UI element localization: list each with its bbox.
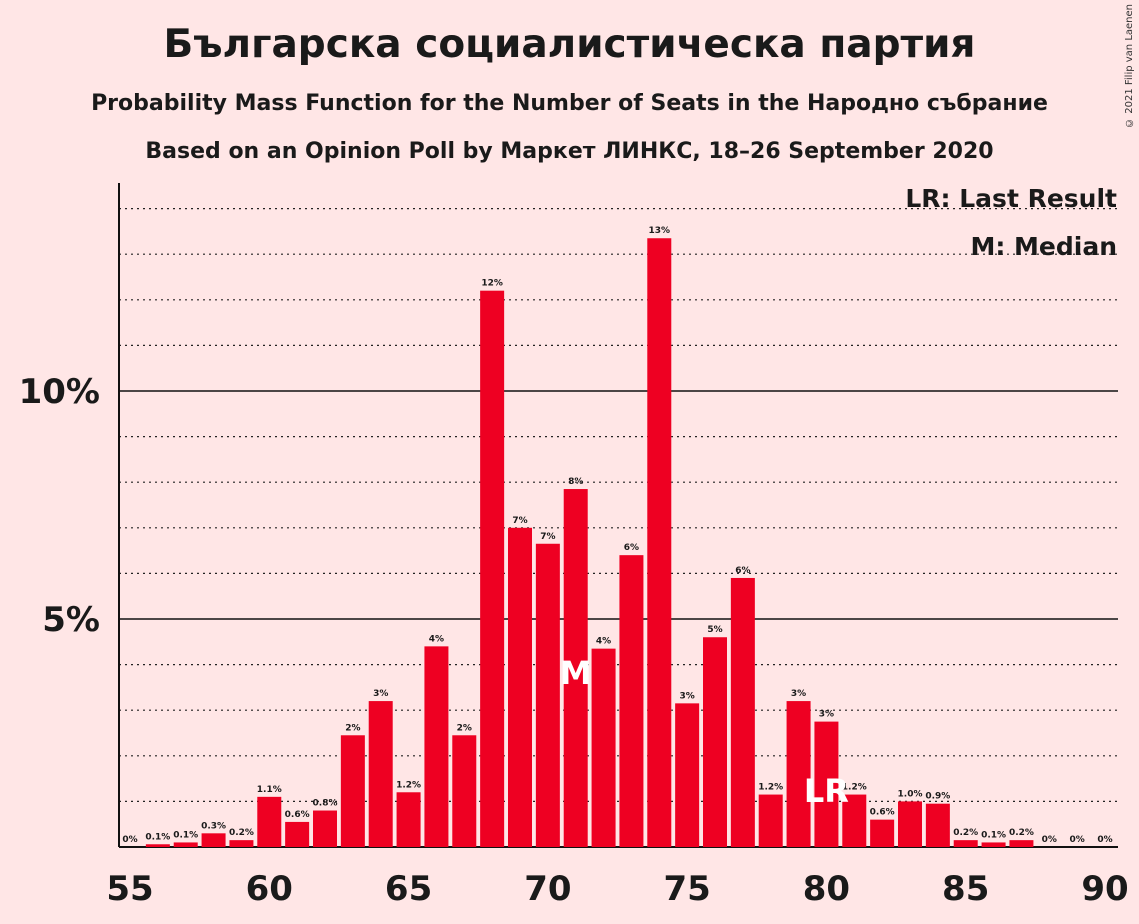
bar (619, 555, 644, 847)
bar-value-label: 0.9% (925, 792, 950, 802)
bar (535, 543, 560, 847)
bar-value-label: 0.1% (981, 830, 1006, 840)
bar-value-label: 0% (1042, 835, 1057, 845)
median-marker: M (560, 654, 592, 692)
bar (229, 840, 254, 847)
last-result-marker: LR (804, 772, 849, 810)
bar-value-label: 0.2% (1009, 828, 1034, 838)
bar-value-label: 1.2% (842, 783, 867, 793)
legend-median: M: Median (970, 232, 1117, 261)
bar-value-label: 3% (819, 710, 834, 720)
x-tick-label: 60 (246, 869, 293, 909)
bar-value-label: 3% (373, 689, 388, 699)
x-tick-label: 90 (1081, 869, 1128, 909)
bar (675, 703, 700, 847)
bar (647, 238, 672, 848)
bar-value-label: 0.8% (313, 799, 338, 809)
bar (842, 794, 867, 847)
bar-value-label: 5% (707, 625, 722, 635)
x-tick-label: 80 (803, 869, 850, 909)
bar (758, 794, 783, 847)
x-tick-label: 70 (524, 869, 571, 909)
legend-last-result: LR: Last Result (905, 184, 1117, 213)
bar-value-label: 4% (429, 634, 444, 644)
bar (480, 290, 505, 847)
y-tick-label: 10% (19, 372, 100, 412)
bar-value-label: 7% (540, 532, 555, 542)
chart-source-line: Based on an Opinion Poll by Маркет ЛИНКС… (145, 139, 994, 164)
bar-value-label: 3% (680, 691, 695, 701)
bar (201, 833, 226, 847)
bar-value-label: 2% (345, 723, 360, 733)
bar-value-label: 3% (791, 689, 806, 699)
bar-value-label: 2% (457, 723, 472, 733)
bar (396, 792, 421, 847)
bar (145, 844, 170, 847)
bar (424, 646, 449, 847)
bar (703, 637, 727, 847)
bar-value-label: 0% (1070, 835, 1085, 845)
bar (730, 577, 755, 847)
bar (508, 527, 532, 847)
x-tick-label: 85 (942, 869, 989, 909)
x-tick-label: 55 (106, 869, 153, 909)
bar-value-label: 8% (568, 477, 583, 487)
bar-value-label: 4% (596, 637, 611, 647)
bar-value-label: 6% (624, 543, 639, 553)
bar (285, 821, 310, 847)
bar-value-label: 1.0% (898, 789, 923, 799)
bar-value-label: 0.3% (201, 821, 226, 831)
bar-value-label: 0% (122, 835, 137, 845)
bar-value-label: 0.2% (229, 828, 254, 838)
bar (257, 796, 282, 847)
bar-value-label: 0.6% (870, 808, 895, 818)
bar (898, 801, 922, 847)
y-tick-label: 5% (42, 600, 100, 640)
bar-value-label: 0.6% (285, 810, 310, 820)
bar (173, 842, 198, 847)
bar (368, 701, 393, 847)
bar (786, 701, 811, 847)
bar-value-label: 1.2% (758, 783, 783, 793)
bar (452, 735, 477, 847)
bar-value-label: 6% (735, 566, 750, 576)
bar-value-label: 7% (512, 516, 527, 526)
bar (340, 735, 365, 847)
chart-subtitle: Probability Mass Function for the Number… (91, 91, 1048, 116)
bar-value-label: 13% (649, 226, 671, 236)
bar (1009, 840, 1034, 847)
x-tick-label: 65 (385, 869, 432, 909)
bar-value-label: 1.1% (257, 785, 282, 795)
bar (981, 842, 1006, 847)
bar (870, 819, 895, 847)
bar (591, 648, 616, 847)
chart-title: Българска социалистическа партия (163, 22, 976, 67)
bar-value-label: 0.1% (145, 832, 170, 842)
bar-value-label: 0% (1097, 835, 1112, 845)
bar-value-label: 1.2% (396, 780, 421, 790)
x-tick-label: 75 (663, 869, 710, 909)
bar (925, 803, 950, 847)
bar-value-label: 12% (481, 279, 503, 289)
bar-value-label: 0.2% (953, 828, 978, 838)
bar (814, 721, 839, 847)
bar (313, 810, 337, 847)
bar (563, 489, 588, 847)
bar-value-label: 0.1% (173, 830, 198, 840)
bar (953, 840, 978, 847)
